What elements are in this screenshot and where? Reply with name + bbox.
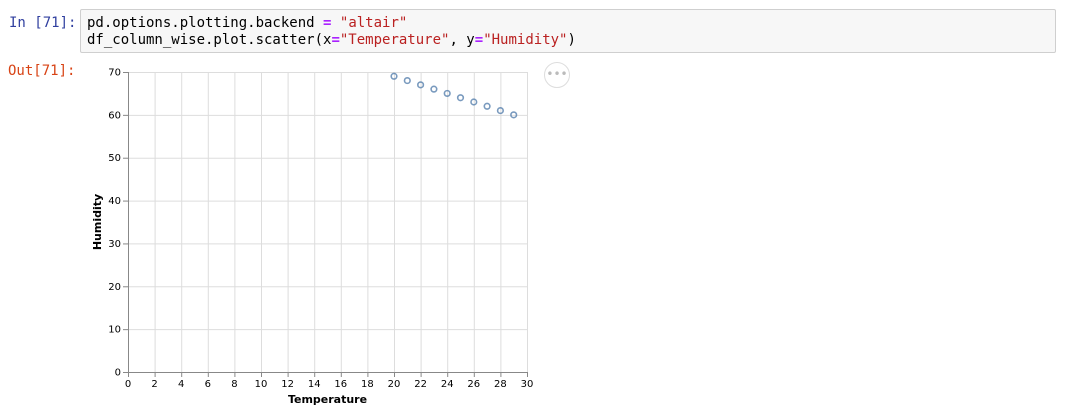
chart-actions-button[interactable]: •••	[544, 62, 570, 88]
y-tick-label: 40	[108, 196, 121, 207]
x-tick-label: 18	[361, 379, 374, 390]
scatter-point	[470, 98, 478, 106]
x-tick-label: 24	[441, 379, 454, 390]
code-input-area[interactable]: pd.options.plotting.backend = "altair" d…	[80, 9, 1056, 53]
y-tick-label: 20	[108, 282, 121, 293]
chart-points	[390, 72, 518, 119]
code-token: )	[567, 32, 576, 48]
y-tick-label: 50	[108, 153, 121, 164]
code-string: "altair"	[339, 15, 408, 31]
y-axis-title: Humidity	[91, 194, 104, 250]
x-tick-label: 6	[205, 379, 211, 390]
y-tick-label: 30	[108, 239, 121, 250]
scatter-point	[430, 85, 438, 93]
scatter-point	[403, 76, 411, 85]
scatter-point	[510, 111, 518, 119]
x-tick-label: 4	[178, 379, 184, 390]
scatter-point	[456, 94, 465, 102]
x-tick-label: 14	[308, 379, 321, 390]
x-tick-label: 20	[388, 379, 401, 390]
input-prompt: In [71]:	[9, 15, 77, 31]
x-tick-label: 30	[521, 379, 534, 390]
output-prompt: Out[71]:	[8, 63, 76, 79]
scatter-point	[443, 89, 451, 98]
x-tick-label: 0	[125, 379, 131, 390]
scatter-point	[417, 81, 425, 89]
scatter-point	[496, 106, 505, 115]
y-tick-label: 0	[115, 368, 121, 379]
x-tick-label: 12	[281, 379, 294, 390]
chart-grid	[128, 72, 528, 373]
x-tick-label: 26	[467, 379, 480, 390]
scatter-point	[390, 72, 398, 80]
x-tick-label: 22	[414, 379, 427, 390]
y-tick-label: 10	[108, 325, 121, 336]
code-operator: =	[331, 32, 340, 48]
chart-axes: 0 2 4 6 8 10 12 14 16 18 20 22 24 26 28 300102030405060…	[108, 68, 533, 391]
code-line-2: df_column_wise.plot.scatter(x="Temperatu…	[87, 32, 576, 49]
code-token: , y	[449, 32, 475, 48]
y-tick-label: 70	[108, 68, 121, 79]
code-string: "Humidity"	[483, 32, 568, 48]
x-tick-label: 28	[494, 379, 507, 390]
y-tick-label: 60	[108, 110, 121, 121]
x-tick-label: 8	[231, 379, 237, 390]
code-string: "Temperature"	[339, 32, 450, 48]
x-tick-label: 16	[334, 379, 347, 390]
code-token: pd.options.plotting.backend	[87, 15, 324, 31]
code-operator: =	[474, 32, 484, 48]
x-tick-label: 10	[255, 379, 268, 390]
x-tick-label: 2	[151, 379, 157, 390]
code-token: df_column_wise.plot.scatter(x	[87, 32, 332, 48]
x-axis-title: Temperature	[288, 393, 367, 406]
scatter-point	[483, 102, 491, 110]
code-line-1: pd.options.plotting.backend = "altair"	[87, 15, 407, 32]
code-operator: =	[323, 15, 332, 31]
